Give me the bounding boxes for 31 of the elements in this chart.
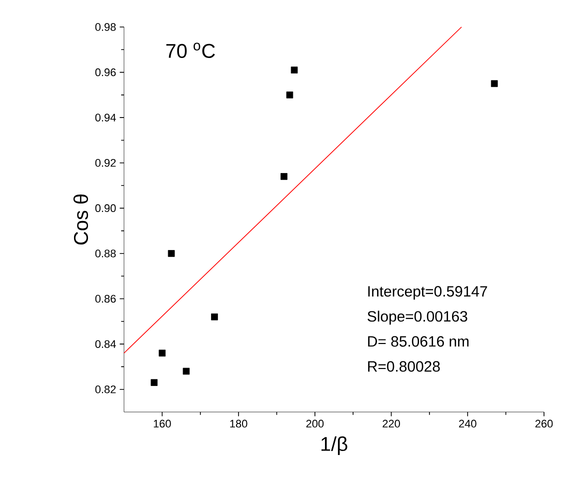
annotation: D= 85.0616 nm (368, 336, 469, 347)
x-tick-label: 240 (459, 420, 476, 428)
x-tick-label: 180 (230, 420, 248, 428)
point (150, 379, 158, 386)
y-tick-label: 0.94 (95, 114, 116, 122)
x-tick-label: 220 (382, 420, 400, 428)
x-tick-label: 160 (154, 420, 171, 428)
x-axis-title: 1/β (321, 436, 348, 455)
x-tick-label: 260 (535, 420, 553, 428)
point (182, 368, 190, 375)
point (286, 92, 294, 98)
y-axis-title: Cos θ (73, 194, 88, 245)
point (168, 250, 175, 257)
annotation: 70 $^{o}$C (166, 42, 215, 58)
y-tick-label: 0.84 (95, 340, 116, 348)
annotation: R=0.80028 (368, 361, 440, 372)
point (290, 66, 298, 74)
annotation: Slope=0.00163 (368, 310, 468, 325)
y-tick-label: 0.88 (95, 250, 116, 258)
y-tick-label: 0.92 (95, 159, 116, 167)
point (158, 350, 166, 357)
y-tick-label: 0.90 (95, 204, 116, 212)
annotation: Intercept=0.59147 (368, 286, 488, 300)
point (490, 80, 498, 88)
y-tick-label: 0.96 (95, 68, 116, 76)
y-tick-label: 0.98 (95, 23, 116, 31)
point (280, 173, 288, 180)
x-tick-label: 200 (306, 420, 324, 428)
y-tick-label: 0.82 (95, 385, 116, 394)
y-tick-label: 0.86 (95, 294, 116, 303)
point (211, 313, 218, 320)
